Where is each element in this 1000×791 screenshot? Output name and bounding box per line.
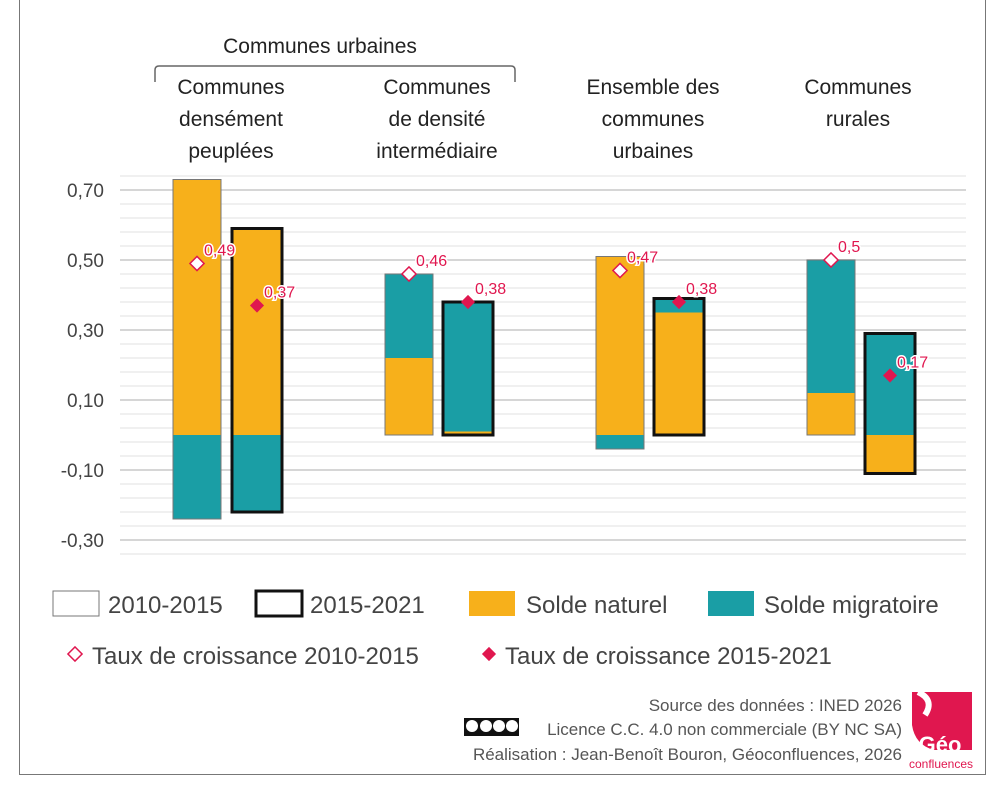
geoconfluences-logo: Géo confluences bbox=[909, 689, 973, 771]
bar-segment-solde-migratoire bbox=[173, 435, 221, 519]
legend-marker-rate-2015-2021 bbox=[481, 646, 497, 662]
legend-label-2015-2021: 2015-2021 bbox=[310, 592, 425, 619]
legend-marker-rate-2010-2015 bbox=[66, 645, 84, 663]
licence-text: Licence C.C. 4.0 non commerciale (BY NC … bbox=[547, 720, 902, 739]
bar-segment-solde-naturel bbox=[232, 228, 282, 435]
bar-segment-solde-migratoire bbox=[443, 302, 493, 432]
growth-rate-marker bbox=[188, 255, 206, 272]
group-header-line: intermédiaire bbox=[376, 140, 497, 163]
group-header-line: Communes bbox=[177, 76, 284, 99]
growth-rate-label: 0,38 bbox=[475, 281, 506, 298]
growth-rate-marker bbox=[671, 294, 687, 310]
bar-segment-solde-naturel bbox=[807, 393, 855, 435]
y-tick-label: -0,10 bbox=[61, 461, 104, 482]
bar-segment-solde-naturel bbox=[443, 431, 493, 435]
source-text: Source des données : INED 2026 bbox=[649, 696, 902, 715]
bar-segment-solde-naturel bbox=[654, 312, 704, 435]
group-header-line: densément bbox=[179, 108, 283, 131]
urban-bracket-label: Communes urbaines bbox=[223, 35, 417, 58]
group-header-line: Ensemble des bbox=[586, 76, 719, 99]
growth-rate-marker bbox=[611, 262, 629, 279]
y-tick-label: 0,10 bbox=[67, 391, 104, 412]
growth-rate-marker bbox=[460, 294, 476, 310]
growth-rate-marker bbox=[400, 265, 418, 283]
bar-segment-solde-naturel bbox=[173, 179, 221, 435]
legend-swatch-solde-migratoire bbox=[708, 591, 754, 616]
growth-rate-label: 0,49 bbox=[204, 243, 235, 260]
bar-outline-2015-2021 bbox=[863, 332, 917, 475]
growth-rate-marker bbox=[882, 368, 898, 383]
legend-label-rate-2015-2021: Taux de croissance 2015-2021 bbox=[505, 643, 832, 670]
legend-label-solde-migratoire: Solde migratoire bbox=[764, 592, 939, 619]
group-headers: Communes urbaines Communes densément peupl… bbox=[154, 35, 912, 163]
bar-segment-solde-naturel bbox=[596, 256, 644, 435]
bars bbox=[172, 179, 917, 520]
y-tick-label: 0,50 bbox=[67, 251, 104, 272]
group-header-line: peuplées bbox=[188, 140, 273, 163]
legend-swatch-2010-2015 bbox=[52, 590, 100, 617]
footer: Source des données : INED 2026 Licence C… bbox=[464, 689, 973, 771]
growth-rate-marker bbox=[249, 298, 265, 313]
group-header-line: rurales bbox=[826, 108, 890, 131]
legend-label-solde-naturel: Solde naturel bbox=[526, 592, 667, 619]
bar-segment-solde-migratoire bbox=[232, 435, 282, 512]
bar-segment-solde-migratoire bbox=[596, 435, 644, 449]
legend-swatch-2015-2021 bbox=[254, 589, 304, 618]
y-axis: 0,70 0,50 0,30 0,10 -0,10 -0,30 bbox=[61, 181, 104, 552]
legend-label-rate-2010-2015: Taux de croissance 2010-2015 bbox=[92, 643, 419, 670]
credit-text: Réalisation : Jean-Benoît Bouron, Géocon… bbox=[473, 745, 902, 764]
growth-rate-marker bbox=[822, 251, 840, 269]
bar-outline-2010-2015 bbox=[172, 179, 222, 520]
bar-segment-solde-naturel bbox=[865, 435, 915, 474]
group-header-line: communes bbox=[602, 108, 705, 131]
y-tick-label: -0,30 bbox=[61, 531, 104, 552]
growth-rate-label: 0,17 bbox=[897, 355, 928, 372]
growth-rate-label: 0,46 bbox=[416, 253, 447, 270]
group-header-line: urbaines bbox=[613, 140, 694, 163]
y-tick-label: 0,30 bbox=[67, 321, 104, 342]
bar-outline-2010-2015 bbox=[595, 256, 645, 450]
legend: 2010-2015 2015-2021 Solde naturel Solde … bbox=[52, 589, 939, 670]
urban-bracket bbox=[154, 65, 516, 82]
growth-rate-label: 0,37 bbox=[264, 285, 295, 302]
growth-rate-label: 0,38 bbox=[686, 281, 717, 298]
legend-swatch-solde-naturel bbox=[469, 591, 515, 616]
growth-rate-label: 0,5 bbox=[838, 239, 860, 256]
bar-outline-2015-2021 bbox=[230, 227, 284, 514]
group-header-line: Communes bbox=[804, 76, 911, 99]
svg-text:confluences: confluences bbox=[909, 757, 973, 771]
group-header-line: de densité bbox=[389, 108, 486, 131]
y-tick-label: 0,70 bbox=[67, 181, 104, 202]
bar-segment-solde-migratoire bbox=[865, 333, 915, 435]
bar-segment-solde-naturel bbox=[385, 358, 433, 435]
bar-segment-solde-migratoire bbox=[385, 274, 433, 358]
markers: 0,49 0,46 0,47 0,5 0,37 0,38 0,38 0,17 bbox=[188, 238, 930, 383]
growth-rate-label: 0,47 bbox=[627, 250, 658, 267]
svg-text:Géo: Géo bbox=[919, 732, 962, 757]
group-header-line: Communes bbox=[383, 76, 490, 99]
bar-segment-solde-migratoire bbox=[807, 260, 855, 393]
legend-label-2010-2015: 2010-2015 bbox=[108, 592, 223, 619]
cc-license-icon bbox=[464, 718, 519, 736]
